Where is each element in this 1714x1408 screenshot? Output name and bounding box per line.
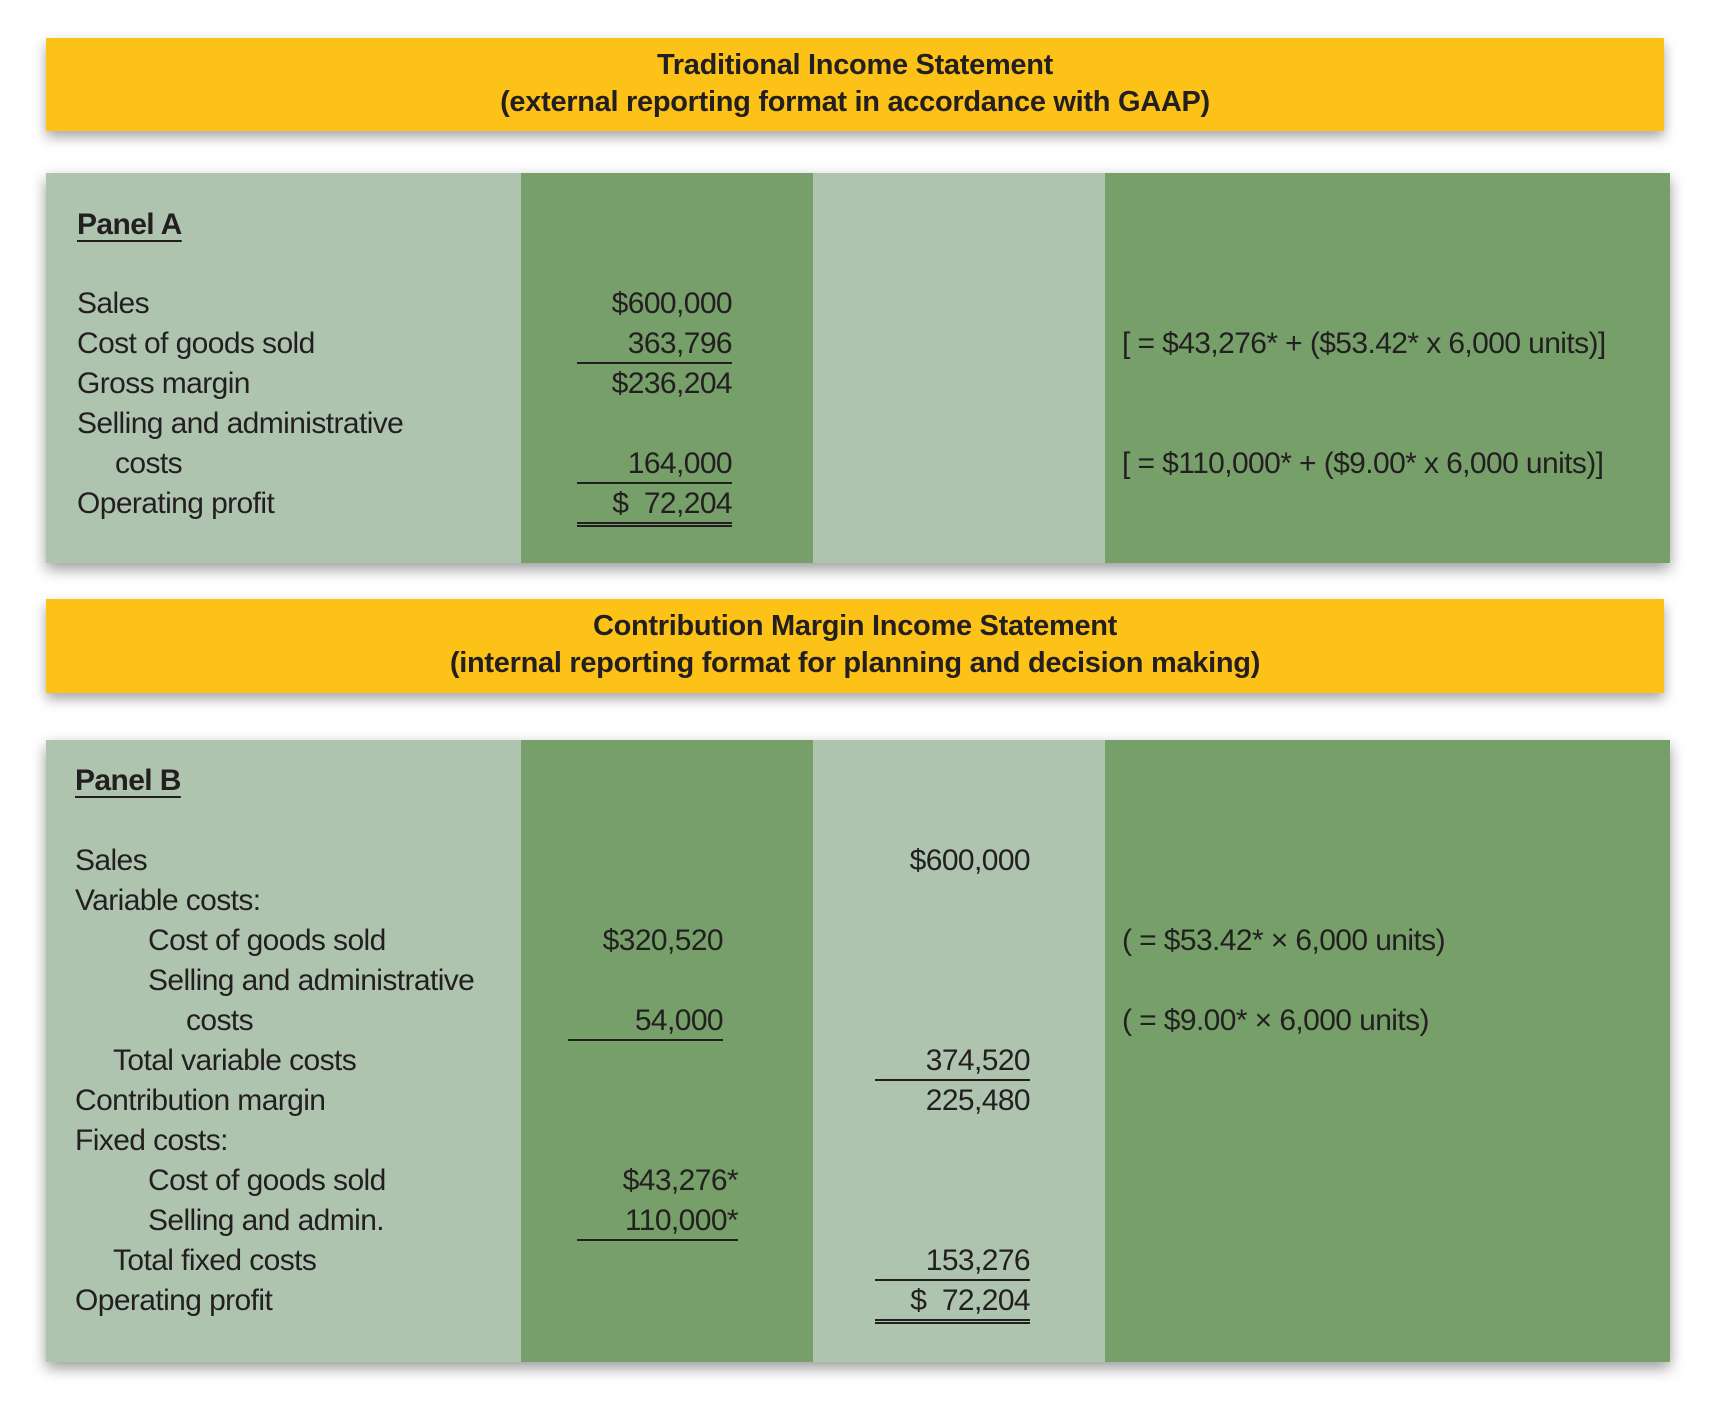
row-value-text: 110,000* (576, 1203, 739, 1241)
row-value: 54,000 (568, 1003, 724, 1041)
row-total: 153,276 (875, 1243, 1031, 1281)
row-label: Sales (75, 844, 148, 877)
row-label: Selling and administrative (77, 407, 404, 440)
traditional-title: Traditional Income Statement (656, 49, 1054, 81)
row-label: costs (115, 447, 183, 480)
row-value: $236,204 (611, 367, 733, 400)
contribution-banner: Contribution Margin Income Statement (in… (46, 599, 1664, 693)
panel-a-note-column (1105, 173, 1670, 563)
row-total: 225,480 (925, 1084, 1031, 1117)
row-label: Fixed costs: (75, 1124, 228, 1157)
panel-b-label-column (46, 740, 521, 1362)
panel-b-note-column (1105, 740, 1670, 1362)
row-value: $43,276* (622, 1164, 739, 1197)
panel-a-amount-column (521, 173, 813, 563)
row-label: Total variable costs (113, 1044, 357, 1077)
row-note: [ = $43,276* + ($53.42* x 6,000 units)] (1122, 327, 1606, 360)
panel-b-label: Panel B (75, 764, 181, 797)
row-label: Operating profit (77, 487, 275, 520)
traditional-subtitle: (external reporting format in accordance… (500, 86, 1210, 118)
panel-b-total-column (813, 740, 1105, 1362)
row-label: costs (186, 1004, 254, 1037)
row-label: Total fixed costs (113, 1244, 317, 1277)
row-label: Cost of goods sold (148, 924, 386, 957)
row-value: 164,000 (577, 446, 733, 484)
row-total: $600,000 (909, 844, 1031, 877)
row-value: $ 72,204 (577, 486, 733, 527)
row-label: Selling and administrative (148, 964, 475, 997)
panel-a: Panel A Sales $600,000 Cost of goods sol… (46, 173, 1670, 563)
row-label: Gross margin (77, 367, 250, 400)
row-label: Selling and admin. (148, 1204, 385, 1237)
row-label: Cost of goods sold (148, 1164, 386, 1197)
row-total: 374,520 (875, 1043, 1031, 1081)
panel-a-empty-column (813, 173, 1105, 563)
row-note: ( = $9.00* × 6,000 units) (1122, 1004, 1429, 1037)
row-label: Cost of goods sold (77, 327, 315, 360)
row-label: Contribution margin (75, 1084, 326, 1117)
traditional-banner: Traditional Income Statement (external r… (46, 38, 1664, 131)
panel-b: Panel B Sales $600,000 Variable costs: C… (46, 740, 1670, 1362)
panel-a-label-column (46, 173, 521, 563)
row-value: $320,520 (602, 924, 724, 957)
contribution-subtitle: (internal reporting format for planning … (449, 647, 1261, 679)
contribution-title: Contribution Margin Income Statement (592, 610, 1118, 642)
row-label: Sales (77, 287, 150, 320)
row-note: [ = $110,000* + ($9.00* x 6,000 units)] (1122, 447, 1604, 480)
row-value: 110,000* (568, 1203, 739, 1241)
row-note: ( = $53.42* × 6,000 units) (1122, 924, 1446, 957)
panel-b-detail-column (521, 740, 813, 1362)
row-label: Operating profit (75, 1284, 273, 1317)
row-total: $ 72,204 (875, 1283, 1031, 1324)
row-label: Variable costs: (75, 884, 261, 917)
row-value: 363,796 (577, 326, 733, 364)
row-value: $600,000 (611, 287, 733, 320)
panel-a-label: Panel A (77, 208, 182, 241)
